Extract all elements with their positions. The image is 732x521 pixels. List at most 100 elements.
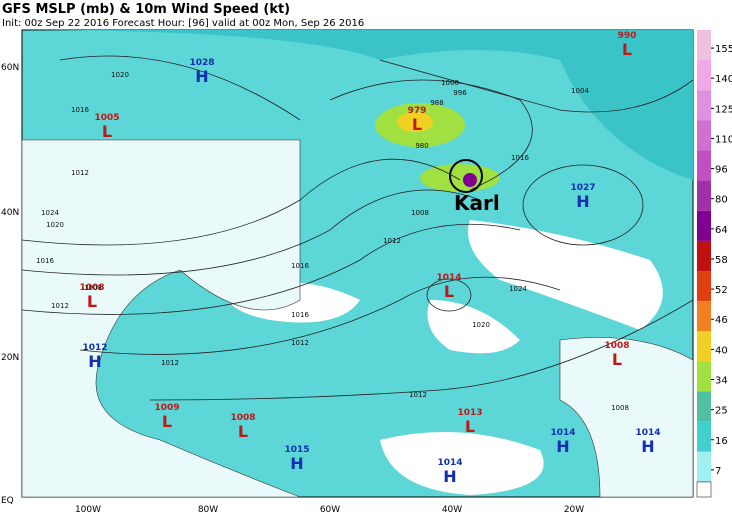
center-value: 1013 xyxy=(457,408,482,418)
title: GFS MSLP (mb) & 10m Wind Speed (kt) xyxy=(2,2,290,17)
colorbar-label: 96 xyxy=(715,165,728,176)
colorbar-label: 16 xyxy=(715,436,728,447)
isobar-label: 996 xyxy=(453,89,467,97)
center-letter: H xyxy=(443,467,456,486)
lon-label: 100W xyxy=(75,505,101,515)
colorbar-band xyxy=(697,120,711,151)
center-letter: H xyxy=(195,67,208,86)
colorbar-band xyxy=(696,481,712,498)
isobar-label: 1020 xyxy=(111,71,129,79)
isobars xyxy=(21,55,694,401)
isobar-label: 1016 xyxy=(291,311,309,319)
center-letter: L xyxy=(612,350,622,369)
isobar-label: 1008 xyxy=(84,284,102,292)
colorbar-label: 25 xyxy=(715,406,728,417)
colorbar-label: 34 xyxy=(715,375,728,386)
colorbar-band xyxy=(697,30,711,61)
colorbar-label: 125 xyxy=(715,104,732,115)
colorbar-band xyxy=(697,331,711,362)
center-value: 979 xyxy=(408,106,427,116)
lon-label: 80W xyxy=(198,505,218,515)
center-value: 1014 xyxy=(437,458,462,468)
colorbar-band xyxy=(697,421,711,452)
storm-name: Karl xyxy=(454,191,500,215)
isobar-label: 1012 xyxy=(291,339,309,347)
wind-max xyxy=(463,173,477,187)
isobar-label: 1004 xyxy=(571,87,589,95)
wind-max xyxy=(420,164,500,192)
land xyxy=(559,337,694,498)
lat-label: 20N xyxy=(1,353,19,363)
lon-label: 20W xyxy=(564,505,584,515)
isobar-label: 1012 xyxy=(383,237,401,245)
isobar-label: 1016 xyxy=(291,262,309,270)
lon-label: 60W xyxy=(320,505,340,515)
isobar-label: 1008 xyxy=(611,404,629,412)
center-letter: H xyxy=(290,454,303,473)
calm-region xyxy=(380,432,544,495)
center-value: 1014 xyxy=(436,273,461,283)
wind-region xyxy=(22,30,693,180)
center-value: 1014 xyxy=(550,428,575,438)
center-value: 1008 xyxy=(604,341,629,351)
calm-region xyxy=(427,300,520,354)
colorbar-band xyxy=(697,361,711,392)
colorbar-band xyxy=(697,150,711,181)
colorbar-label: 58 xyxy=(715,255,728,266)
colorbar-band xyxy=(697,451,711,482)
colorbar-label: 40 xyxy=(715,345,728,356)
isobar-label: 1024 xyxy=(41,209,59,217)
center-letter: H xyxy=(641,437,654,456)
center-letter: L xyxy=(162,412,172,431)
colorbar-label: 140 xyxy=(715,74,732,85)
isobar-label: 988 xyxy=(430,99,443,107)
isobar-label: 1020 xyxy=(472,321,490,329)
lat-label: 60N xyxy=(1,63,19,73)
center-value: 1027 xyxy=(570,183,595,193)
calm-region xyxy=(468,220,663,330)
subtitle: Init: 00z Sep 22 2016 Forecast Hour: [96… xyxy=(2,18,364,29)
isobar-label: 980 xyxy=(415,142,428,150)
colorbar-label: 46 xyxy=(715,315,728,326)
colorbar-band xyxy=(697,240,711,272)
colorbar-label: 7 xyxy=(715,466,721,477)
colorbar-label: 110 xyxy=(715,134,732,145)
center-letter: L xyxy=(622,40,632,59)
isobar-label: 1012 xyxy=(161,359,179,367)
colorbar-label: 64 xyxy=(715,225,728,236)
wind-max xyxy=(397,112,433,132)
lat-label: 40N xyxy=(1,208,19,218)
isobar-label: 1008 xyxy=(411,209,429,217)
center-letter: L xyxy=(102,122,112,141)
center-value: 1008 xyxy=(230,413,255,423)
center-value: 1008 xyxy=(79,283,104,293)
center-letter: L xyxy=(87,292,97,311)
isobar-label: 1012 xyxy=(409,391,427,399)
colorbar-band xyxy=(697,180,711,211)
center-value: 1014 xyxy=(635,428,660,438)
center-letter: H xyxy=(556,437,569,456)
center-letter: L xyxy=(412,115,422,134)
center-value: 990 xyxy=(618,31,637,41)
isobar-label: 1016 xyxy=(36,257,54,265)
colorbar-band xyxy=(697,60,711,91)
isobar-label: 1012 xyxy=(71,169,89,177)
isobar-label: 1016 xyxy=(511,154,529,162)
center-value: 1005 xyxy=(94,113,119,123)
lat-label: EQ xyxy=(1,496,14,506)
map-area xyxy=(21,29,694,498)
center-letter: L xyxy=(238,422,248,441)
center-value: 1012 xyxy=(82,343,107,353)
center-letter: L xyxy=(465,417,475,436)
colorbar-label: 80 xyxy=(715,195,728,206)
isobar-label: 1020 xyxy=(46,221,64,229)
lon-label: 40W xyxy=(442,505,462,515)
colorbar-band xyxy=(697,301,711,332)
center-letter: H xyxy=(88,352,101,371)
isobar-label: 1000 xyxy=(441,79,459,87)
isobar-label: 1016 xyxy=(71,106,89,114)
colorbar-band xyxy=(697,210,711,241)
center-letter: L xyxy=(444,282,454,301)
center-value: 1009 xyxy=(154,403,179,413)
